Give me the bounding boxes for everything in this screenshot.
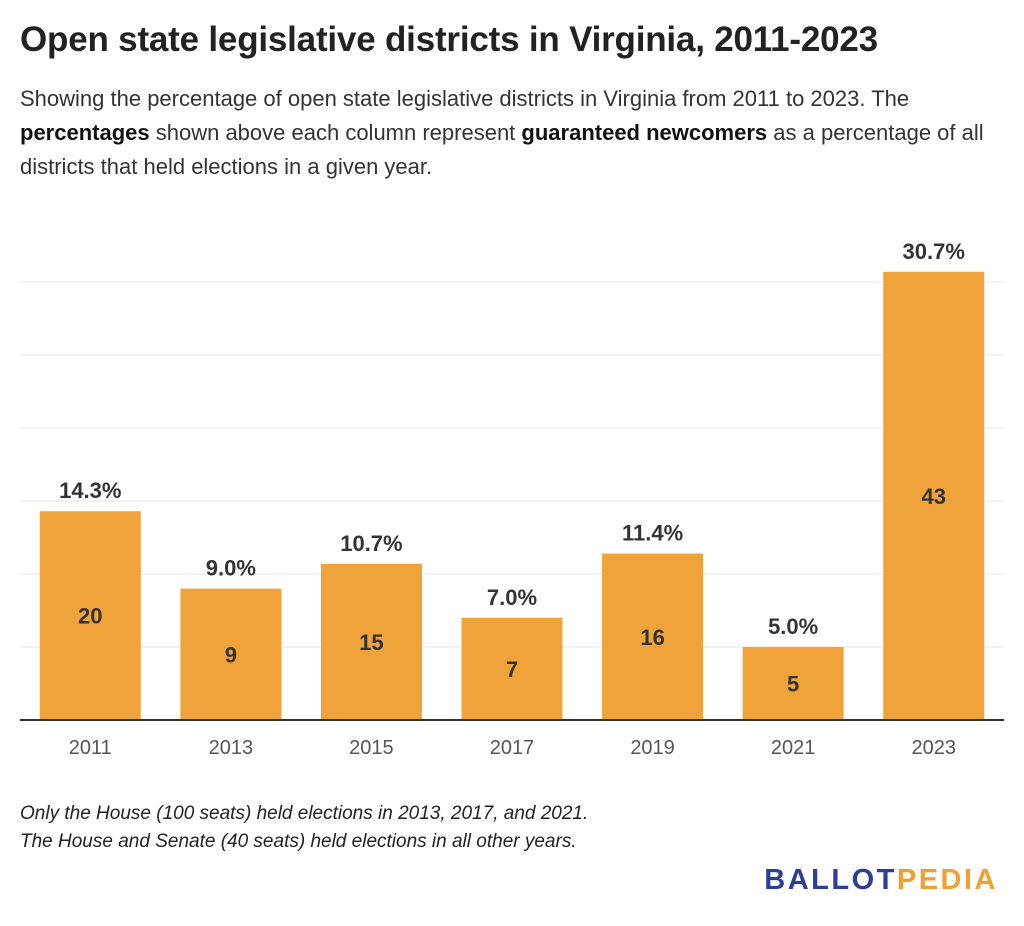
subtitle-bold-newcomers: guaranteed newcomers: [521, 120, 768, 145]
x-tick-label-2019: 2019: [630, 737, 675, 759]
footnote-line-1: Only the House (100 seats) held election…: [20, 803, 589, 824]
bar-inner-label-2019: 16: [640, 625, 664, 650]
bar-2013: [180, 588, 282, 720]
chart-title: Open state legislative districts in Virg…: [20, 20, 878, 59]
bar-value-label-2017: 7.0%: [487, 585, 537, 610]
footnote: Only the House (100 seats) held election…: [20, 800, 588, 856]
bar-inner-label-2011: 20: [78, 604, 102, 629]
subtitle-text-2: shown above each column represent: [149, 120, 522, 145]
bar-2021: [742, 647, 844, 720]
bar-chart: 14.3% 20 2011 9.0% 9 2013 10.7% 15 2015 7.0% 7 2017…: [20, 239, 1004, 759]
subtitle-text-1: Showing the percentage of open state leg…: [20, 86, 910, 111]
bar-2023: [883, 271, 985, 720]
subtitle-text-3: as a percentage of all districts that he…: [20, 120, 984, 179]
bar-value-label-2011: 14.3%: [59, 478, 121, 503]
x-tick-label-2011: 2011: [69, 737, 112, 759]
bar-2011: [39, 511, 141, 720]
bar-inner-label-2021: 5: [787, 672, 799, 697]
logo-pedia-text: PEDIA: [896, 864, 998, 896]
ballotpedia-logo: BALLOTPEDIA: [764, 864, 998, 897]
bar-value-label-2023: 30.7%: [903, 239, 965, 264]
bar-inner-label-2017: 7: [506, 657, 518, 682]
footnote-line-2: The House and Senate (40 seats) held ele…: [20, 831, 577, 852]
bar-inner-label-2023: 43: [921, 484, 945, 509]
bar-value-label-2015: 10.7%: [340, 531, 402, 556]
chart-subtitle: Showing the percentage of open state leg…: [20, 82, 1010, 184]
subtitle-bold-percentages: percentages: [20, 120, 150, 145]
bar-2017: [461, 617, 563, 720]
bar-2015: [320, 563, 422, 720]
logo-ballot-text: BALLOT: [764, 864, 897, 896]
bar-inner-label-2013: 9: [225, 642, 237, 667]
bar-inner-label-2015: 15: [359, 630, 383, 655]
bar-value-label-2013: 9.0%: [206, 556, 256, 581]
x-tick-label-2023: 2023: [911, 737, 956, 759]
x-tick-label-2013: 2013: [209, 737, 254, 759]
x-tick-label-2021: 2021: [771, 737, 816, 759]
bar-value-label-2021: 5.0%: [768, 614, 818, 639]
bar-value-label-2019: 11.4%: [622, 521, 683, 546]
x-tick-label-2015: 2015: [349, 737, 394, 759]
x-tick-label-2017: 2017: [490, 737, 535, 759]
bar-2019: [602, 553, 704, 720]
